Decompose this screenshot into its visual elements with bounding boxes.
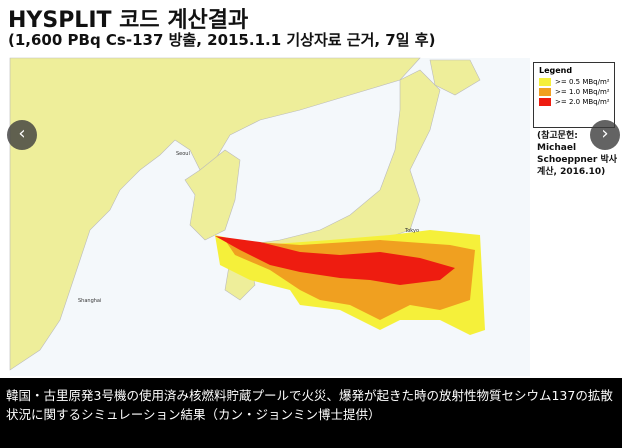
title: HYSPLIT 코드 계산결과 [8, 8, 249, 33]
legend-label: >= 0.5 MBq/m² [555, 78, 610, 86]
mainland [9, 57, 421, 371]
legend-label: >= 1.0 MBq/m² [555, 88, 610, 96]
legend-item: >= 2.0 MBq/m² [539, 98, 614, 106]
legend-item: >= 0.5 MBq/m² [539, 78, 614, 86]
source: (참고문헌: Michael Schoeppner 박사 계산, 2016.10… [537, 131, 618, 177]
plume-high [215, 236, 455, 285]
map: Seoul Shanghai Tokyo [9, 57, 530, 376]
subtitle: (1,600 PBq Cs-137 방출, 2015.1.1 기상자료 근거, … [8, 31, 436, 49]
legend-title: Legend [539, 66, 573, 75]
legend-label: >= 2.0 MBq/m² [555, 98, 610, 106]
prev-button[interactable]: ‹ [7, 120, 37, 150]
caption: 韓国・古里原発3号機の使用済み核燃料貯蔵プールで火災、爆発が起きた時の放射性物質… [0, 378, 622, 448]
hokkaido [429, 59, 481, 96]
map-label: Seoul [176, 151, 190, 157]
legend: Legend >= 0.5 MBq/m² >= 1.0 MBq/m² >= 2.… [533, 62, 615, 128]
map-label: Shanghai [78, 298, 101, 304]
next-button[interactable]: › [590, 120, 620, 150]
map-label: Tokyo [404, 228, 419, 234]
legend-item: >= 1.0 MBq/m² [539, 88, 614, 96]
